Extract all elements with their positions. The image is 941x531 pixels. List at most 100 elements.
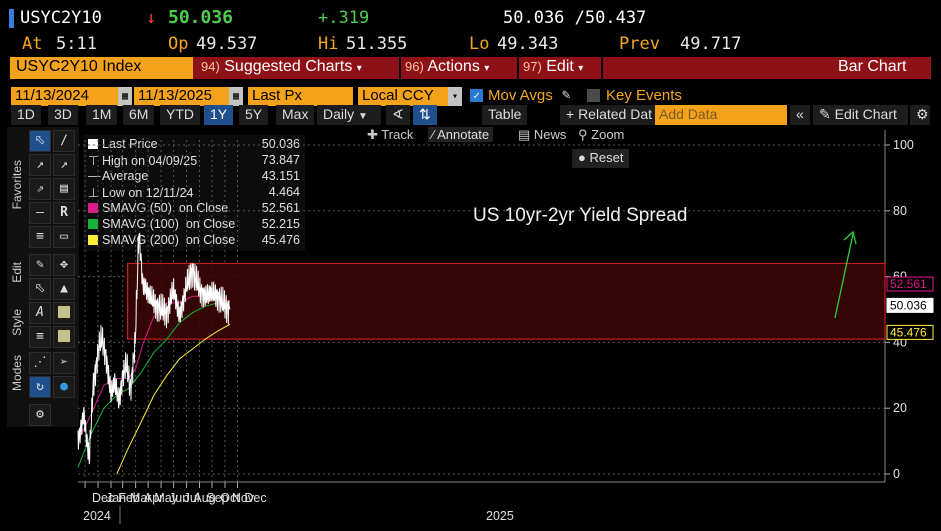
period-max[interactable]: Max xyxy=(276,105,315,125)
legend-value: 4.464 xyxy=(268,185,300,199)
palette-icon[interactable]: ● xyxy=(53,376,75,398)
legend-row: Last Price 50.036 xyxy=(88,137,300,153)
zoom-button[interactable]: ⚲ Zoom xyxy=(578,127,624,143)
brush-icon[interactable]: ✎ xyxy=(29,254,51,276)
security-field[interactable]: USYC2Y10 Index xyxy=(10,57,193,79)
crosshair-icon: ✚ xyxy=(367,127,378,142)
suggested-charts-num: 94) xyxy=(201,59,220,74)
chevron-down-icon: ▼ xyxy=(358,111,368,122)
reset-button[interactable]: ● Reset xyxy=(572,149,630,168)
text-icon[interactable]: R xyxy=(53,202,75,224)
chevron-down-icon[interactable]: ▾ xyxy=(448,87,462,106)
color-swatch-icon[interactable] xyxy=(53,302,75,324)
magnet-icon[interactable]: ➢ xyxy=(53,352,75,374)
horizontal-line-icon[interactable]: — xyxy=(29,202,51,224)
view-type[interactable]: Bar Chart xyxy=(838,58,907,75)
pencil-icon: ✎ xyxy=(819,106,831,122)
period-1d[interactable]: 1D xyxy=(11,105,41,125)
news-label: News xyxy=(533,127,567,142)
axis-badge-label: 45.476 xyxy=(890,325,927,339)
range-box xyxy=(127,262,886,340)
legend-label: SMAVG (200) on Close xyxy=(102,233,236,247)
pencil-icon[interactable]: ✎ xyxy=(562,87,571,103)
low-value: 49.343 xyxy=(497,34,559,54)
fill-icon[interactable] xyxy=(53,326,75,348)
field-select[interactable]: Last Px xyxy=(248,87,353,106)
mov-avgs-checkbox[interactable]: ✓ xyxy=(470,89,483,102)
legend-value: 73.847 xyxy=(261,153,300,167)
pointer-icon[interactable]: ⬁ xyxy=(29,130,51,152)
open-value: 49.537 xyxy=(196,34,258,54)
trash-icon[interactable]: ▲ xyxy=(53,278,75,300)
legend-row: SMAVG (100) on Close 52.215 xyxy=(88,217,300,233)
add-data-input[interactable]: Add Data xyxy=(655,105,787,125)
legend-value: 52.215 xyxy=(261,217,300,231)
y-tick-label: 80 xyxy=(893,204,907,218)
crosshair-icon[interactable]: ⋰ xyxy=(29,352,51,374)
actions-menu[interactable]: 96) Actions ▾ xyxy=(401,57,493,79)
key-events-checkbox[interactable] xyxy=(587,89,600,102)
x-tick-label: Jul xyxy=(184,491,200,505)
annotate-button[interactable]: ∕ Annotate xyxy=(428,127,494,142)
period-3d[interactable]: 3D xyxy=(48,105,78,125)
line-style-icon[interactable]: ≡ xyxy=(29,326,51,348)
ray-icon[interactable]: ↗ xyxy=(53,154,75,176)
key-events-label: Key Events xyxy=(606,87,682,104)
x-tick-label: Feb xyxy=(118,491,140,505)
table-button[interactable]: Table xyxy=(482,105,528,125)
y-tick-label: 100 xyxy=(893,138,914,152)
segment-icon[interactable]: ↗ xyxy=(29,154,51,176)
period-1m[interactable]: 1M xyxy=(86,105,118,125)
legend-swatch xyxy=(88,219,98,229)
track-button[interactable]: ✚ Track xyxy=(367,127,413,143)
news-button[interactable]: ▤ News xyxy=(518,127,566,143)
trend-icon[interactable]: ⇗ xyxy=(29,178,51,200)
x-tick-label: Nov xyxy=(232,491,255,505)
open-label: Op xyxy=(168,34,189,54)
period-6m[interactable]: 6M xyxy=(123,105,155,125)
period-5y[interactable]: 5Y xyxy=(239,105,269,125)
legend-value: 50.036 xyxy=(261,137,300,151)
actions-label: Actions xyxy=(427,58,480,75)
period-1y[interactable]: 1Y xyxy=(204,105,234,125)
period-ytd[interactable]: YTD xyxy=(160,105,200,125)
calendar-icon[interactable]: ▦ xyxy=(118,87,132,106)
select-icon[interactable]: ⬁ xyxy=(29,278,51,300)
suggested-charts-menu[interactable]: 94) Suggested Charts ▾ xyxy=(197,57,366,79)
font-icon[interactable]: A xyxy=(29,302,51,324)
channel-icon[interactable]: ▤ xyxy=(53,178,75,200)
ticker-symbol: USYC2Y10 xyxy=(20,8,102,28)
move-icon[interactable]: ✥ xyxy=(53,254,75,276)
pen-menu-icon[interactable]: ∕ xyxy=(53,130,75,152)
bid-ask: 50.036 /50.437 xyxy=(503,8,647,28)
currency-select[interactable]: Local CCY xyxy=(358,87,448,106)
edit-menu[interactable]: 97) Edit ▾ xyxy=(519,57,587,79)
settings-gear-icon[interactable]: ⚙ xyxy=(29,404,51,426)
legend-row: SMAVG (200) on Close 45.476 xyxy=(88,233,300,249)
annotation-arrow xyxy=(834,233,854,319)
refresh-icon[interactable]: ↻ xyxy=(29,376,51,398)
gear-icon[interactable]: ⚙ xyxy=(910,105,930,125)
reset-label: Reset xyxy=(589,150,624,165)
related-data-button[interactable]: + Related Dat xyxy=(560,105,658,125)
collapse-icon[interactable]: « xyxy=(790,105,810,125)
pen-icon: ∕ xyxy=(432,127,435,142)
legend-high-icon: ⊤ xyxy=(88,154,99,168)
frequency-select[interactable]: Daily ▼ xyxy=(317,105,381,125)
edit-num: 97) xyxy=(523,59,542,74)
chart-title: US 10yr-2yr Yield Spread xyxy=(473,205,688,226)
cmd-divider xyxy=(601,57,603,79)
low-label: Lo xyxy=(469,34,490,54)
price-line xyxy=(77,232,231,465)
line-chart-icon[interactable]: ∢ xyxy=(386,105,410,125)
edit-chart-button[interactable]: ✎ Edit Chart xyxy=(813,105,908,125)
calendar-icon[interactable]: ▦ xyxy=(229,87,243,106)
legend-label: High on 04/09/25 xyxy=(102,154,198,168)
x-tick-label: Oct xyxy=(220,491,240,505)
rectangle-icon[interactable]: ▭ xyxy=(53,226,75,248)
end-date-field[interactable]: 11/13/2025 xyxy=(134,87,229,106)
start-date-field[interactable]: 11/13/2024 xyxy=(11,87,118,106)
fib-icon[interactable]: ≡ xyxy=(29,226,51,248)
bar-chart-icon[interactable]: ⇅ xyxy=(413,105,437,125)
